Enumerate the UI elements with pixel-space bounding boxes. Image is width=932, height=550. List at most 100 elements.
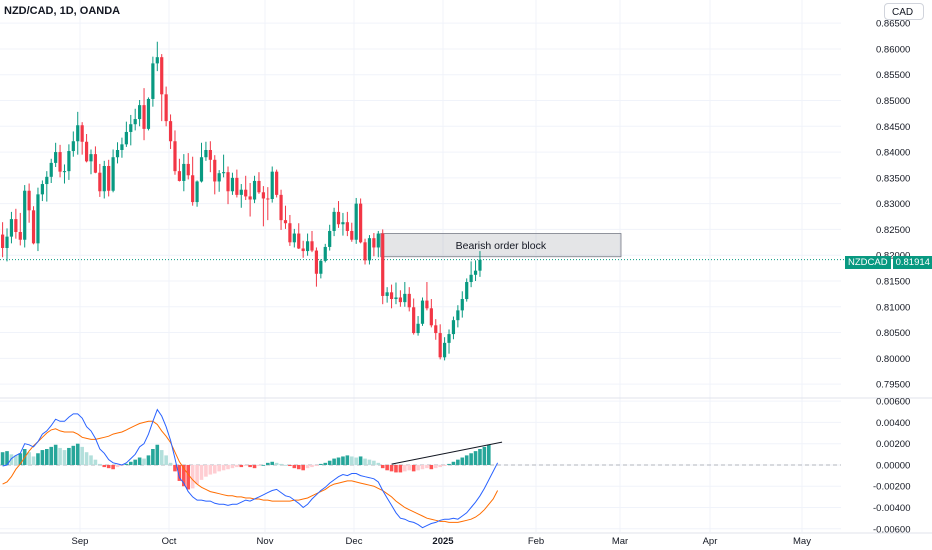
candle-body [332,211,336,231]
candle [5,228,9,262]
candle [164,86,168,127]
price-axis-label: 0.85500 [876,70,910,81]
candle-body [129,124,133,132]
candle-body [195,181,199,203]
candle-body [76,125,80,142]
candle-body [217,173,221,182]
candle-body [160,57,164,95]
candle-body [270,171,274,199]
macd-histogram-bar [442,464,447,467]
macd-histogram-bar [71,445,76,465]
macd-histogram-bar [18,453,23,465]
candle-body [89,154,93,162]
candle-body [460,299,464,311]
macd-histogram-bar [464,455,469,465]
macd-histogram-bar [111,464,115,470]
candle-body [27,190,31,211]
candle [235,169,239,198]
candle-body [416,323,420,334]
candle-body [62,171,67,173]
macd-histogram-bar [403,464,407,472]
macd-histogram-bar [5,451,9,465]
candle-body [164,94,168,122]
macd-histogram-bar [53,444,58,465]
macd-histogram-bar [173,464,177,472]
candle [425,282,429,311]
macd-histogram-bar [482,446,487,465]
candle [107,159,111,197]
macd-histogram-bar [332,458,336,465]
candle [111,149,115,193]
candle-body [80,125,84,142]
macd-histogram-bar [447,463,451,465]
candle-body [275,171,279,195]
currency-button[interactable]: CAD [884,3,924,20]
macd-histogram-bar [266,462,270,465]
macd-histogram-bar [124,463,129,465]
candle-body [115,150,120,158]
candle-body [420,300,425,324]
candle [208,141,212,173]
candle-body [261,192,265,199]
macd-histogram-bar [137,457,142,465]
macd-histogram-bar [199,464,204,480]
macd-axis-label: -0.00200 [873,482,911,493]
candle [142,88,146,141]
macd-axis-label: 0.00000 [876,460,910,471]
macd-histogram-bar [248,464,252,468]
candle [195,180,199,207]
candle [451,316,456,340]
candle [177,158,181,182]
candle [372,233,376,257]
candle-body [301,248,305,252]
candle-body [182,163,186,181]
candle [120,137,124,158]
candle-body [222,172,226,174]
candle [319,259,323,279]
macd-histogram-bar [389,464,394,472]
candle-body [336,211,341,225]
macd-histogram-bar [319,463,323,465]
candle-body [288,223,292,243]
candle [146,97,151,131]
candle [314,247,319,287]
macd-axis-label: -0.00600 [873,524,911,535]
candle-body [177,171,181,181]
candle [305,233,310,256]
candle-body [173,141,177,172]
macd-histogram-bar [27,452,31,465]
macd-histogram-bar [212,464,217,474]
candle [31,206,36,245]
candle [394,282,398,305]
candle [62,164,67,184]
candle-body [49,162,53,177]
macd-histogram-bar [429,464,434,470]
candle-body [412,307,416,334]
candle [71,131,75,157]
candle-body [84,141,89,162]
candle [226,166,230,205]
candle-body [385,292,389,296]
macd-histogram-bar [133,459,137,465]
candle-body [111,157,115,191]
macd-histogram-bar [208,464,213,475]
macd-histogram-bar [363,458,367,465]
macd-histogram-bar [372,460,376,465]
macd-histogram-bar [283,464,288,466]
candle [257,172,261,194]
candle-body [146,98,151,129]
candle [45,171,49,202]
candle-body [120,144,124,151]
macd-histogram-bar [292,464,297,469]
candle-body [407,293,411,308]
candle-body [376,233,380,248]
candle-body [71,141,75,152]
candle [244,175,248,201]
candle [354,197,358,244]
candle [138,99,142,127]
macd-histogram-bar [411,464,416,472]
time-axis-label: Mar [612,536,628,547]
macd-histogram-bar [177,464,182,481]
macd-histogram-bar [151,449,155,465]
